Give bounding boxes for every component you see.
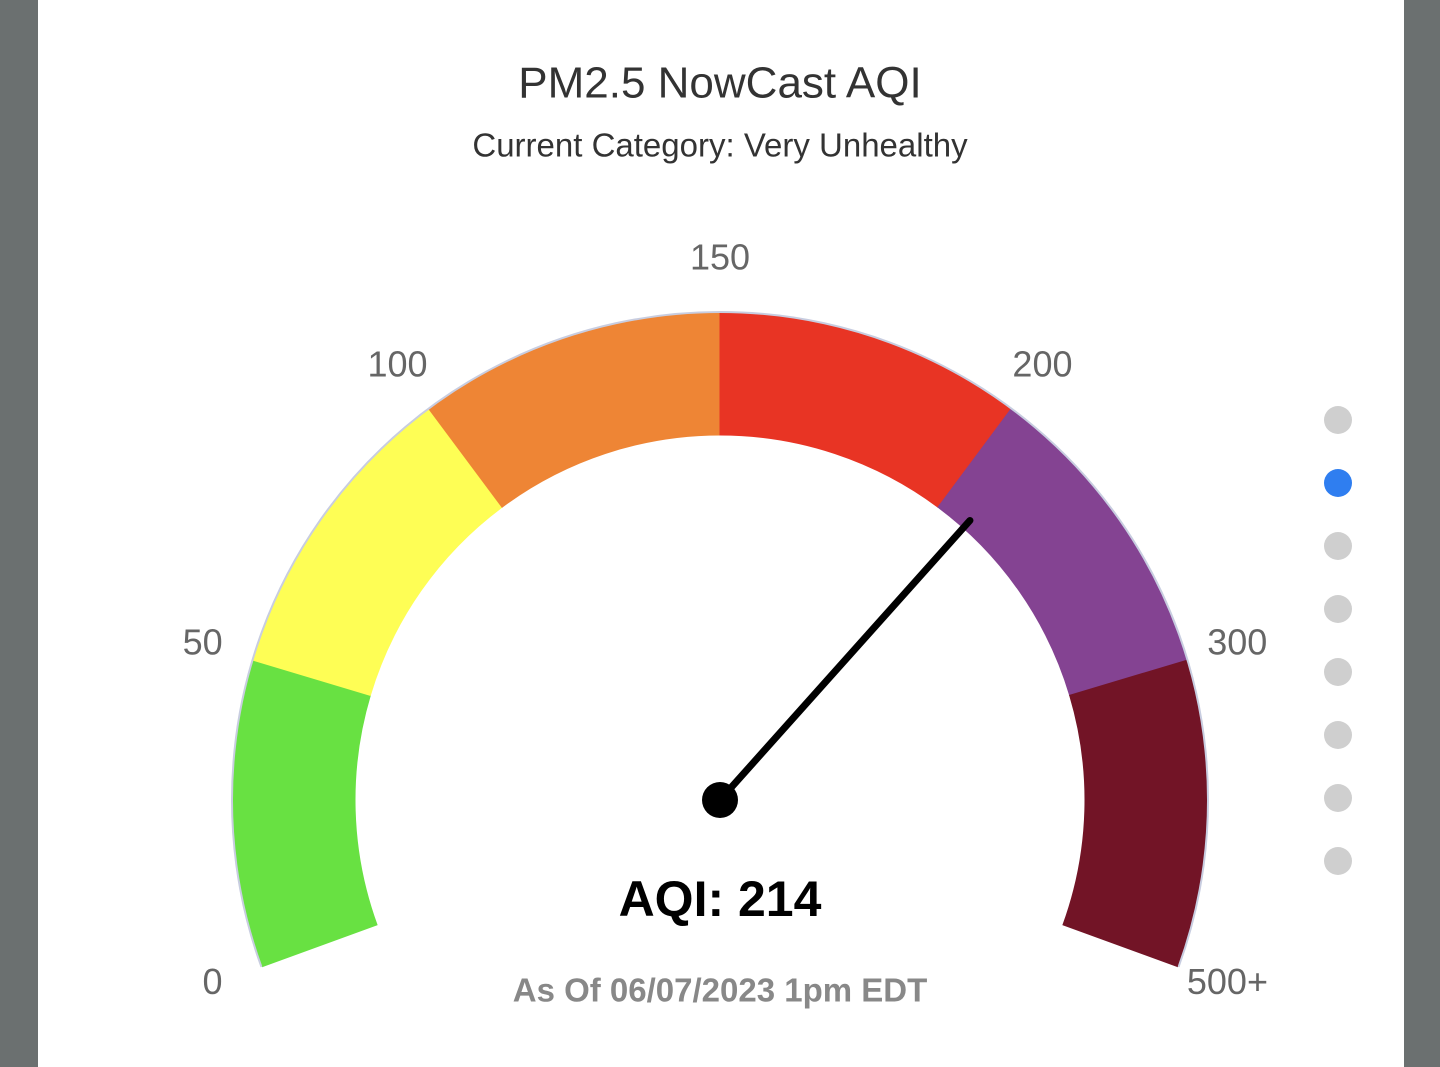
tick-label: 200	[1012, 343, 1072, 384]
title: PM2.5 NowCast AQI	[518, 59, 921, 108]
tick-label: 300	[1207, 622, 1267, 663]
value-label: AQI: 214	[619, 871, 822, 927]
tick-label: 150	[690, 237, 750, 278]
gauge-band	[1062, 659, 1208, 968]
page-dot[interactable]	[1324, 532, 1352, 560]
needle-hub	[702, 782, 738, 818]
gauge-outline	[231, 311, 1209, 968]
footnote: As Of 06/07/2023 1pm EDT	[513, 972, 928, 1009]
needle	[716, 516, 974, 804]
page-dot[interactable]	[1324, 847, 1352, 875]
page-dot[interactable]	[1324, 595, 1352, 623]
page-dot[interactable]	[1324, 784, 1352, 812]
page-dot[interactable]	[1324, 721, 1352, 749]
page-dot[interactable]	[1324, 658, 1352, 686]
tick-label: 50	[183, 622, 223, 663]
tick-label: 500+	[1187, 961, 1268, 1002]
gauge: 0 50 100 150 200 300 500+	[183, 237, 1268, 1003]
gauge-band	[232, 659, 378, 968]
pager	[1324, 406, 1352, 875]
page-dot[interactable]	[1324, 406, 1352, 434]
tick-label: 100	[367, 343, 427, 384]
page-dot-active[interactable]	[1324, 469, 1352, 497]
tick-label: 0	[203, 961, 223, 1002]
subtitle: Current Category: Very Unhealthy	[472, 127, 968, 164]
